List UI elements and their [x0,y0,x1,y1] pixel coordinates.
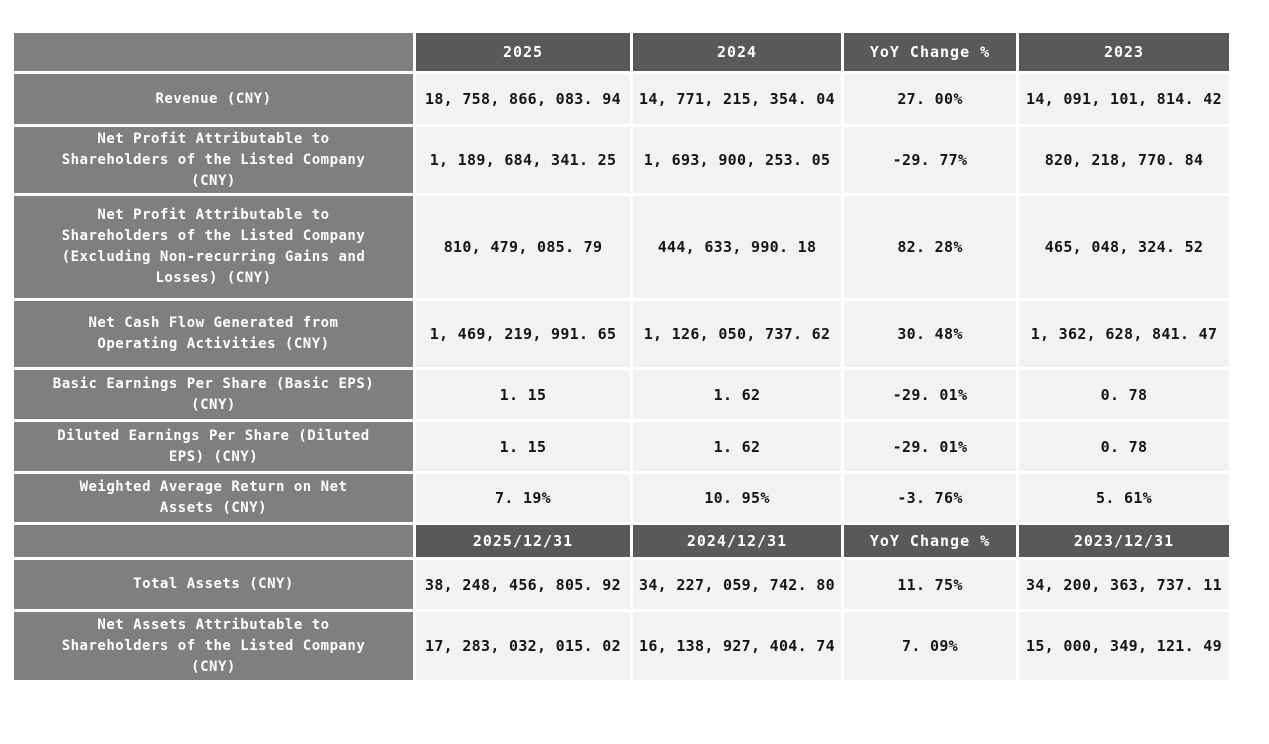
row-net-profit: Net Profit Attributable to Shareholders … [14,127,1229,193]
value-cell: 1, 469, 219, 991. 65 [416,301,630,367]
row-label: Basic Earnings Per Share (Basic EPS) (CN… [14,370,413,419]
value-cell: 82. 28% [844,196,1016,298]
value-cell: 1. 62 [633,422,841,471]
column-header-2024: 2024 [633,33,841,71]
value-cell: -29. 01% [844,370,1016,419]
header-row-balance: 2025/12/31 2024/12/31 YoY Change % 2023/… [14,525,1229,557]
value-cell: 11. 75% [844,560,1016,609]
row-label: Diluted Earnings Per Share (Diluted EPS)… [14,422,413,471]
row-diluted-eps: Diluted Earnings Per Share (Diluted EPS)… [14,422,1229,471]
row-net-profit-excluding-nonrecurring: Net Profit Attributable to Shareholders … [14,196,1229,298]
value-cell: 5. 61% [1019,474,1229,522]
value-cell: 810, 479, 085. 79 [416,196,630,298]
value-cell: 1, 362, 628, 841. 47 [1019,301,1229,367]
value-cell: 1, 189, 684, 341. 25 [416,127,630,193]
row-label: Revenue (CNY) [14,74,413,124]
value-cell: 465, 048, 324. 52 [1019,196,1229,298]
row-basic-eps: Basic Earnings Per Share (Basic EPS) (CN… [14,370,1229,419]
value-cell: 27. 00% [844,74,1016,124]
row-label: Weighted Average Return on Net Assets (C… [14,474,413,522]
value-cell: 15, 000, 349, 121. 49 [1019,612,1229,680]
column-header-2023-12-31: 2023/12/31 [1019,525,1229,557]
row-revenue: Revenue (CNY) 18, 758, 866, 083. 94 14, … [14,74,1229,124]
column-header-yoy-change: YoY Change % [844,33,1016,71]
value-cell: 1. 15 [416,370,630,419]
value-cell: 1. 62 [633,370,841,419]
value-cell: 0. 78 [1019,370,1229,419]
column-header-2024-12-31: 2024/12/31 [633,525,841,557]
value-cell: -29. 01% [844,422,1016,471]
value-cell: 14, 771, 215, 354. 04 [633,74,841,124]
value-cell: 30. 48% [844,301,1016,367]
value-cell: 1, 693, 900, 253. 05 [633,127,841,193]
corner-cell [14,33,413,71]
value-cell: 34, 227, 059, 742. 80 [633,560,841,609]
value-cell: 1, 126, 050, 737. 62 [633,301,841,367]
row-label: Net Profit Attributable to Shareholders … [14,196,413,298]
value-cell: 1. 15 [416,422,630,471]
value-cell: 17, 283, 032, 015. 02 [416,612,630,680]
financial-summary-table: 2025 2024 YoY Change % 2023 Revenue (CNY… [11,30,1232,683]
value-cell: 18, 758, 866, 083. 94 [416,74,630,124]
column-header-yoy-change-balance: YoY Change % [844,525,1016,557]
value-cell: 7. 09% [844,612,1016,680]
value-cell: 14, 091, 101, 814. 42 [1019,74,1229,124]
column-header-2025: 2025 [416,33,630,71]
value-cell: -3. 76% [844,474,1016,522]
value-cell: 16, 138, 927, 404. 74 [633,612,841,680]
row-label: Net Cash Flow Generated from Operating A… [14,301,413,367]
value-cell: 38, 248, 456, 805. 92 [416,560,630,609]
value-cell: 7. 19% [416,474,630,522]
column-header-2023: 2023 [1019,33,1229,71]
value-cell: 34, 200, 363, 737. 11 [1019,560,1229,609]
value-cell: -29. 77% [844,127,1016,193]
header-row-annual: 2025 2024 YoY Change % 2023 [14,33,1229,71]
row-label: Net Profit Attributable to Shareholders … [14,127,413,193]
row-total-assets: Total Assets (CNY) 38, 248, 456, 805. 92… [14,560,1229,609]
row-weighted-avg-return: Weighted Average Return on Net Assets (C… [14,474,1229,522]
column-header-2025-12-31: 2025/12/31 [416,525,630,557]
row-net-assets: Net Assets Attributable to Shareholders … [14,612,1229,680]
row-label: Net Assets Attributable to Shareholders … [14,612,413,680]
value-cell: 820, 218, 770. 84 [1019,127,1229,193]
corner-cell [14,525,413,557]
value-cell: 444, 633, 990. 18 [633,196,841,298]
value-cell: 0. 78 [1019,422,1229,471]
value-cell: 10. 95% [633,474,841,522]
row-label: Total Assets (CNY) [14,560,413,609]
row-operating-cash-flow: Net Cash Flow Generated from Operating A… [14,301,1229,367]
